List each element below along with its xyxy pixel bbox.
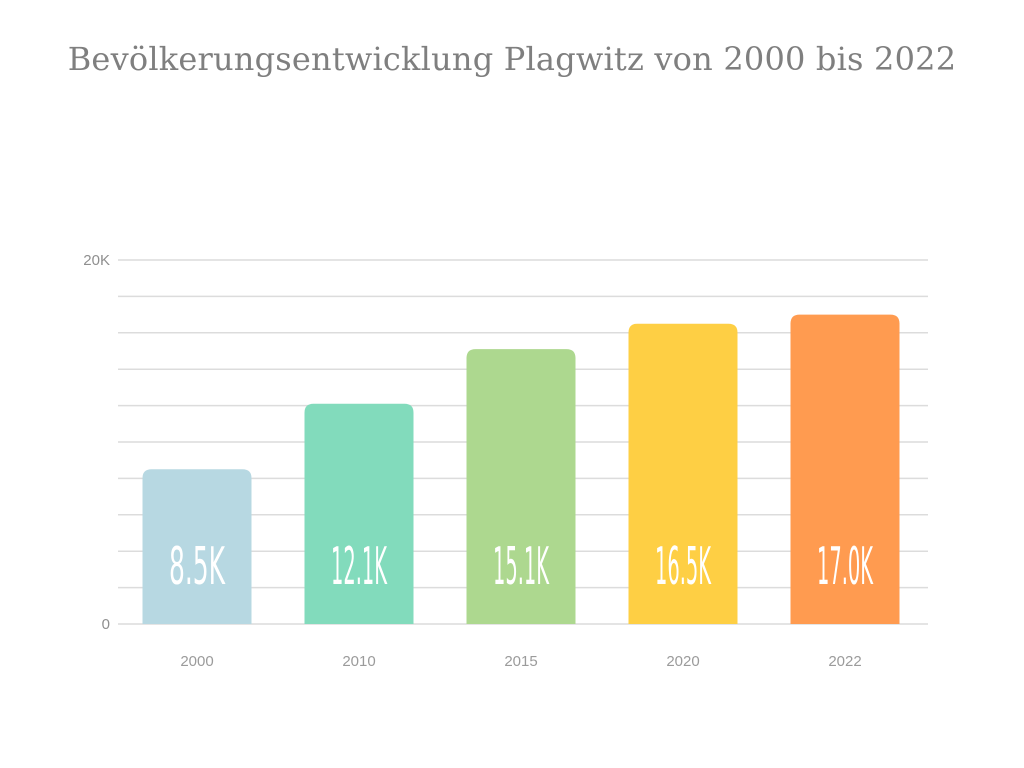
axis-layer: 0 20K 2000 2010 2015 2020 2022 <box>83 252 861 670</box>
bar-2022 <box>790 314 900 624</box>
bar-value-label: 17.0K <box>817 537 874 597</box>
x-tick-label: 2015 <box>504 653 537 670</box>
bar-2015 <box>466 349 576 624</box>
bar-2000 <box>142 469 252 624</box>
y-tick-label: 0 <box>102 616 110 633</box>
x-tick-label: 2020 <box>666 653 699 670</box>
y-tick-label: 20K <box>83 252 110 269</box>
bar-value-label: 16.5K <box>655 537 712 597</box>
label-layer: 8.5K 12.1K 15.1K 16.5K 17.0K <box>169 537 874 597</box>
bar-value-label: 12.1K <box>331 537 388 597</box>
bar-2020 <box>628 323 738 624</box>
bar-2010 <box>304 403 414 624</box>
x-tick-label: 2010 <box>342 653 375 670</box>
chart-title: Bevölkerungsentwicklung Plagwitz von 200… <box>67 40 957 78</box>
bar-layer <box>142 314 900 624</box>
bar-value-label: 15.1K <box>493 537 550 597</box>
x-tick-label: 2022 <box>828 653 861 670</box>
bar-value-label: 8.5K <box>169 537 226 597</box>
x-tick-label: 2000 <box>180 653 213 670</box>
